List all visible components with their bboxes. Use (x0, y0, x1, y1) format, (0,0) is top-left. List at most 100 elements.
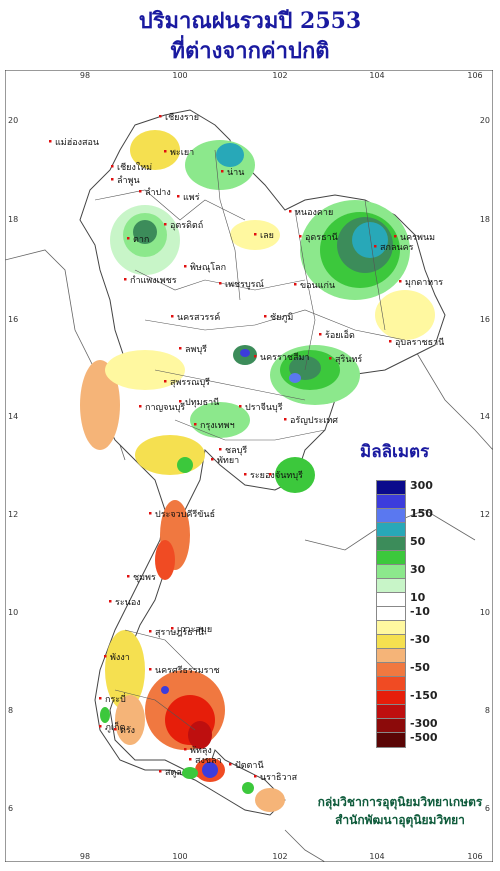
lat-tick-label: 8 (8, 706, 13, 715)
place-label: ปราจีนบุรี (245, 402, 283, 413)
lat-tick-label: 20 (480, 116, 490, 125)
station-marker (149, 668, 152, 671)
place-label: หนองคาย (295, 208, 333, 218)
place-label: ชุมพร (133, 573, 156, 583)
place-label: ระนอง (115, 598, 141, 608)
station-marker (164, 150, 167, 153)
lon-tick-label: 104 (369, 852, 384, 861)
station-marker (189, 758, 192, 761)
station-marker (254, 775, 257, 778)
place-label: ลำพูน (117, 175, 140, 186)
station-marker (99, 725, 102, 728)
lat-tick-label: 16 (480, 315, 490, 324)
place-label: นราธิวาส (260, 772, 298, 783)
place-label: ขอนแก่น (300, 281, 335, 291)
station-marker (99, 697, 102, 700)
credit-line2: สำนักพัฒนาอุตุนิยมวิทยา (335, 813, 465, 827)
station-marker (269, 473, 272, 476)
place-label: เชียงราย (165, 112, 199, 123)
station-marker (239, 405, 242, 408)
legend-label: 50 (410, 535, 426, 548)
place-label: นครศรีธรรมราช (155, 665, 220, 676)
map-title-line2: ที่ต่างจากค่าปกติ (170, 38, 330, 64)
lat-tick-label: 6 (8, 804, 13, 813)
place-label: อุดรธานี (305, 232, 338, 243)
legend-label: -50 (410, 661, 430, 674)
place-label: ลำปาง (145, 187, 171, 198)
place-label: อรัญประเทศ (290, 416, 338, 426)
lon-tick-label: 106 (467, 852, 482, 861)
place-label: ร้อยเอ็ด (325, 328, 355, 341)
station-marker (264, 315, 267, 318)
lat-tick-label: 12 (8, 510, 18, 519)
lon-tick-label: 104 (369, 71, 384, 80)
lat-tick-label: 20 (8, 116, 18, 125)
station-marker (49, 140, 52, 143)
lat-tick-label: 14 (480, 412, 490, 421)
station-marker (244, 473, 247, 476)
station-marker (294, 283, 297, 286)
place-label: มุกดาหาร (405, 278, 443, 288)
station-marker (299, 235, 302, 238)
station-marker (194, 423, 197, 426)
place-label: นครราชสีมา (260, 352, 309, 363)
place-label: จันทบุรี (275, 470, 303, 481)
station-marker (111, 165, 114, 168)
legend-label: -500 (410, 731, 438, 744)
lat-tick-label: 16 (8, 315, 18, 324)
station-marker (219, 282, 222, 285)
station-marker (114, 728, 117, 731)
lon-tick-label: 102 (272, 71, 287, 80)
station-marker (127, 575, 130, 578)
place-label: สุพรรณบุรี (170, 377, 210, 388)
station-marker (254, 355, 257, 358)
station-marker (289, 210, 292, 213)
place-label: กาญจนบุรี (145, 402, 185, 413)
place-label: แม่ฮ่องสอน (55, 138, 99, 148)
place-label: ลพบุรี (185, 344, 207, 355)
station-marker (219, 448, 222, 451)
place-label: สกลนคร (380, 243, 414, 253)
station-marker (149, 512, 152, 515)
place-label: อุบลราชธานี (395, 337, 444, 348)
map-title-line1: ปริมาณฝนรวมปี 2553 (138, 8, 362, 34)
place-label: ตรัง (120, 726, 135, 736)
station-marker (211, 458, 214, 461)
rainfall-anomaly-map: 98 100 102 104 106 98 100 102 104 106 2018161412… (5, 70, 493, 862)
legend-label: -10 (410, 605, 430, 618)
legend-label: 10 (410, 591, 426, 604)
station-marker (184, 265, 187, 268)
station-marker (394, 235, 397, 238)
legend-label: 30 (410, 563, 426, 576)
station-marker (127, 237, 130, 240)
station-marker (184, 748, 187, 751)
station-marker (109, 600, 112, 603)
station-marker (374, 245, 377, 248)
place-label: สุราษฎร์ธานี (155, 626, 204, 638)
place-label: พัทลุง (190, 746, 212, 756)
place-label: กำแพงเพชร (130, 275, 177, 286)
station-marker (179, 347, 182, 350)
credit-line1: กลุ่มวิชาการอุตุนิยมวิทยาเกษตร (317, 795, 483, 809)
station-marker (139, 405, 142, 408)
place-label: พะเยา (170, 148, 194, 158)
lon-tick-label: 102 (272, 852, 287, 861)
legend-swatch (376, 732, 406, 748)
province-borders (94, 149, 406, 731)
lat-tick-label: 18 (480, 215, 490, 224)
place-label: ประจวบคีรีขันธ์ (155, 508, 215, 520)
place-label: สุรินทร์ (335, 353, 362, 365)
lat-tick-label: 10 (480, 608, 490, 617)
station-marker (111, 178, 114, 181)
place-label: พัทยา (217, 456, 239, 466)
station-marker (254, 233, 257, 236)
station-marker (164, 380, 167, 383)
place-label: เชียงใหม่ (117, 162, 152, 173)
place-label: เกาะสมุย (177, 625, 212, 635)
lon-tick-label: 100 (172, 71, 187, 80)
station-marker (124, 278, 127, 281)
place-label: ระยอง (250, 471, 275, 481)
lon-tick-label: 98 (80, 852, 90, 861)
place-label: เพชรบูรณ์ (225, 278, 264, 290)
station-marker (159, 115, 162, 118)
